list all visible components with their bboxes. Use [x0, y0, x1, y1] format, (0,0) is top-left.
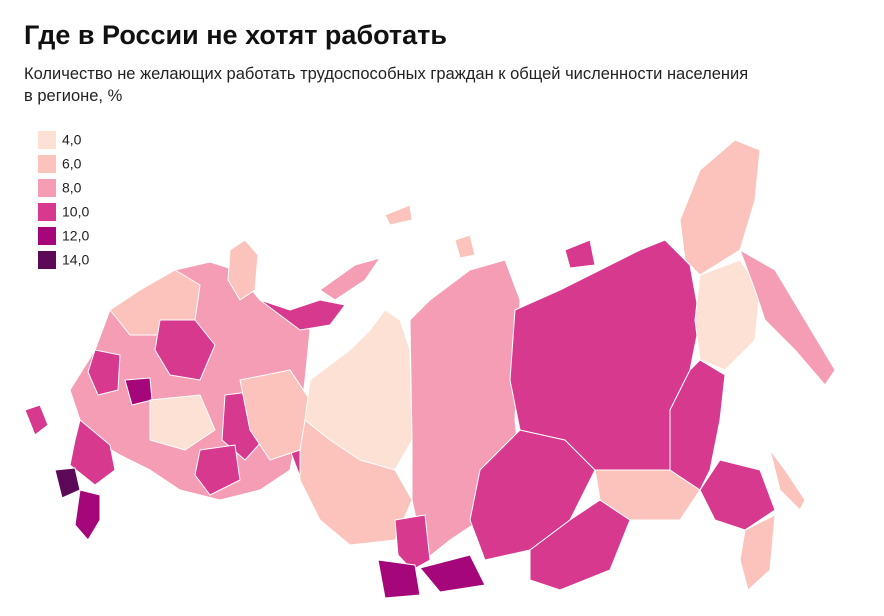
- region: [384, 204, 413, 226]
- region: [694, 259, 761, 371]
- region: [454, 234, 476, 259]
- legend-swatch: [38, 179, 56, 197]
- legend-swatch: [38, 251, 56, 269]
- legend-swatch: [38, 203, 56, 221]
- region: [377, 559, 421, 599]
- legend: 4,0 6,0 8,0 10,0 12,0 14,0: [38, 131, 89, 269]
- region: [529, 499, 631, 591]
- region: [679, 139, 761, 276]
- region: [227, 239, 259, 301]
- region: [564, 239, 596, 269]
- region: [739, 249, 836, 386]
- legend-label: 6,0: [62, 156, 82, 172]
- title: Где в России не хотят работать: [24, 20, 447, 50]
- region: [739, 514, 776, 591]
- region: [74, 489, 101, 541]
- region: [87, 349, 121, 396]
- region: [194, 444, 241, 496]
- region: [69, 419, 116, 486]
- region: [394, 514, 431, 571]
- region: [299, 419, 413, 546]
- region: [699, 459, 776, 531]
- legend-swatch: [38, 227, 56, 245]
- legend-label: 4,0: [62, 132, 82, 148]
- legend-swatch: [38, 155, 56, 173]
- region: [769, 449, 806, 511]
- region: [154, 319, 216, 381]
- map: [24, 139, 836, 599]
- region: [669, 359, 726, 491]
- region: [149, 394, 216, 451]
- region: [419, 554, 486, 593]
- region: [109, 269, 201, 336]
- legend-label: 12,0: [62, 228, 89, 244]
- subtitle: в регионе, %: [24, 87, 123, 105]
- region: [54, 467, 81, 499]
- legend-label: 8,0: [62, 180, 82, 196]
- legend-swatch: [38, 131, 56, 149]
- subtitle: Количество не желающих работать трудоспо…: [24, 65, 748, 83]
- region: [24, 404, 49, 436]
- legend-label: 10,0: [62, 204, 89, 220]
- region: [319, 257, 381, 301]
- legend-label: 14,0: [62, 252, 89, 268]
- region: [259, 299, 346, 331]
